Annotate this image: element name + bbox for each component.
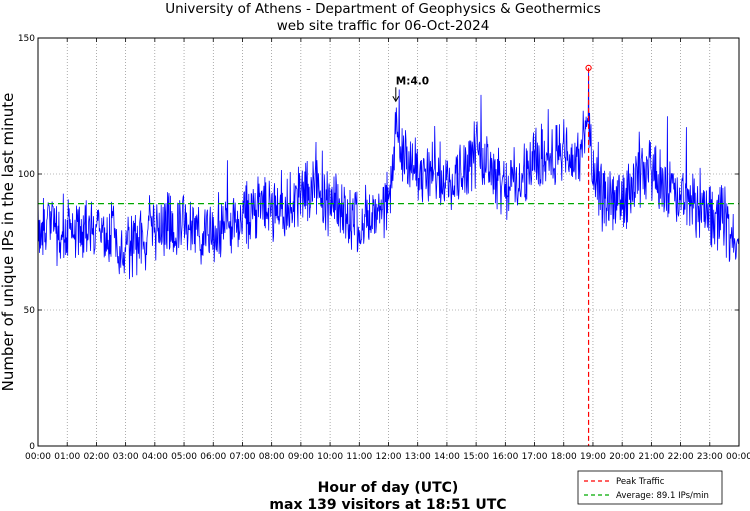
x-tick-label: 12:00 bbox=[376, 452, 402, 462]
x-tick-label: 23:00 bbox=[697, 452, 723, 462]
x-tick-label: 04:00 bbox=[142, 452, 168, 462]
legend: Peak Traffic Average: 89.1 IPs/min bbox=[577, 470, 723, 505]
chart-title: University of Athens - Department of Geo… bbox=[165, 1, 601, 17]
chart-subtitle: web site traffic for 06-Oct-2024 bbox=[277, 18, 490, 34]
x-tick-label: 13:00 bbox=[405, 452, 431, 462]
legend-peak-label: Peak Traffic bbox=[616, 477, 665, 487]
event-annotation-label: M:4.0 bbox=[396, 75, 429, 87]
x-tick-label: 14:00 bbox=[434, 452, 460, 462]
x-tick-label: 22:00 bbox=[668, 452, 694, 462]
x-tick-label: 19:00 bbox=[580, 452, 606, 462]
x-tick-label: 05:00 bbox=[171, 452, 197, 462]
x-tick-label: 00:00 bbox=[726, 452, 750, 462]
x-tick-label: 08:00 bbox=[259, 452, 285, 462]
plot-frame bbox=[37, 37, 740, 447]
x-tick-label: 00:00 bbox=[25, 452, 51, 462]
series-layer bbox=[37, 67, 739, 280]
x-tick-label: 03:00 bbox=[113, 452, 139, 462]
x-tick-label: 21:00 bbox=[638, 452, 664, 462]
x-tick-label: 01:00 bbox=[54, 452, 80, 462]
x-tick-label: 16:00 bbox=[492, 452, 518, 462]
x-tick-label: 20:00 bbox=[609, 452, 635, 462]
y-tick-labels: 0 50 100 150 bbox=[18, 34, 35, 452]
x-tick-label: 07:00 bbox=[229, 452, 255, 462]
event-annotation-arrowhead bbox=[392, 96, 400, 103]
legend-average-label: Average: 89.1 IPs/min bbox=[616, 491, 709, 501]
max-visitors-note: max 139 visitors at 18:51 UTC bbox=[269, 497, 506, 511]
y-tick-label: 50 bbox=[24, 306, 36, 316]
legend-box bbox=[577, 470, 723, 505]
traffic-series-line bbox=[37, 67, 739, 280]
x-tick-label: 06:00 bbox=[200, 452, 226, 462]
y-axis-label: Number of unique IPs in the last minute bbox=[0, 93, 17, 392]
x-tick-labels: 00:00 01:00 02:00 03:00 04:00 05:00 06:00 07:00… bbox=[25, 452, 750, 462]
x-tick-label: 02:00 bbox=[83, 452, 109, 462]
y-tick-label: 0 bbox=[29, 442, 35, 452]
x-tick-label: 15:00 bbox=[463, 452, 489, 462]
x-tick-label: 10:00 bbox=[317, 452, 343, 462]
reference-lines bbox=[38, 64, 739, 446]
x-tick-label: 11:00 bbox=[346, 452, 372, 462]
annotations: M:4.0 bbox=[392, 75, 429, 103]
x-axis-label: Hour of day (UTC) bbox=[318, 480, 459, 496]
y-tick-label: 150 bbox=[18, 34, 35, 44]
y-tick-label: 100 bbox=[18, 170, 35, 180]
x-tick-label: 18:00 bbox=[551, 452, 577, 462]
x-tick-label: 17:00 bbox=[522, 452, 548, 462]
peak-marker bbox=[585, 64, 592, 72]
x-tick-label: 09:00 bbox=[288, 452, 314, 462]
